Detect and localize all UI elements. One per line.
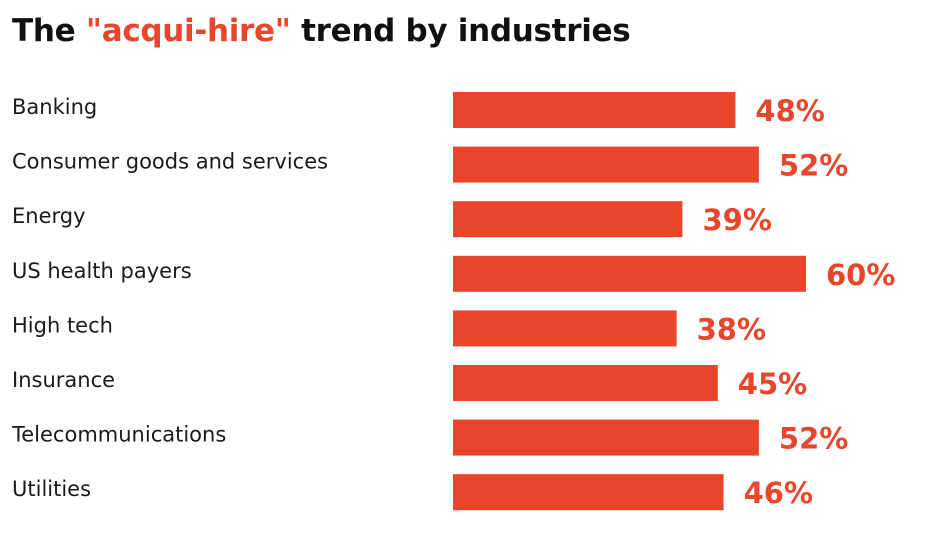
bar-telecommunications [453,419,759,456]
bar-banking [453,92,736,128]
category-label: Utilities [12,477,91,501]
category-label: Banking [12,95,97,119]
bar-high-tech [453,310,677,347]
bar-row-high-tech: High tech 38% [12,310,766,347]
bar-row-telecommunications: Telecommunications 52% [11,419,848,456]
bar-insurance [453,365,718,401]
value-label: 46% [744,476,813,510]
bar-row-insurance: Insurance 45% [12,365,807,401]
value-label: 45% [738,367,807,401]
bar-row-consumer-goods-and-services: Consumer goods and services 52% [12,146,848,183]
bar-energy [453,201,683,238]
title-prefix: The [12,13,86,49]
title-highlight: "acqui-hire" [85,13,291,49]
value-label: 39% [703,203,772,237]
bar-consumer-goods-and-services [453,146,759,183]
bar-row-us-health-payers: US health payers 60% [12,255,895,292]
category-label: US health payers [12,259,192,283]
category-label: Telecommunications [11,423,226,447]
bar-utilities [453,474,724,511]
category-label: Energy [12,204,86,228]
title-suffix: trend by industries [290,13,631,49]
value-label: 38% [697,312,766,346]
category-label: Insurance [12,368,115,392]
category-label: Consumer goods and services [12,150,328,174]
value-label: 60% [826,258,895,292]
category-label: High tech [12,313,113,337]
bar-row-energy: Energy 39% [12,201,772,238]
value-label: 48% [755,94,824,128]
chart-title: The "acqui-hire" trend by industries [12,6,631,56]
value-label: 52% [779,149,848,183]
bar-us-health-payers [453,255,806,292]
value-label: 52% [779,422,848,456]
bar-row-utilities: Utilities 46% [12,474,813,511]
bar-row-banking: Banking 48% [12,92,825,128]
